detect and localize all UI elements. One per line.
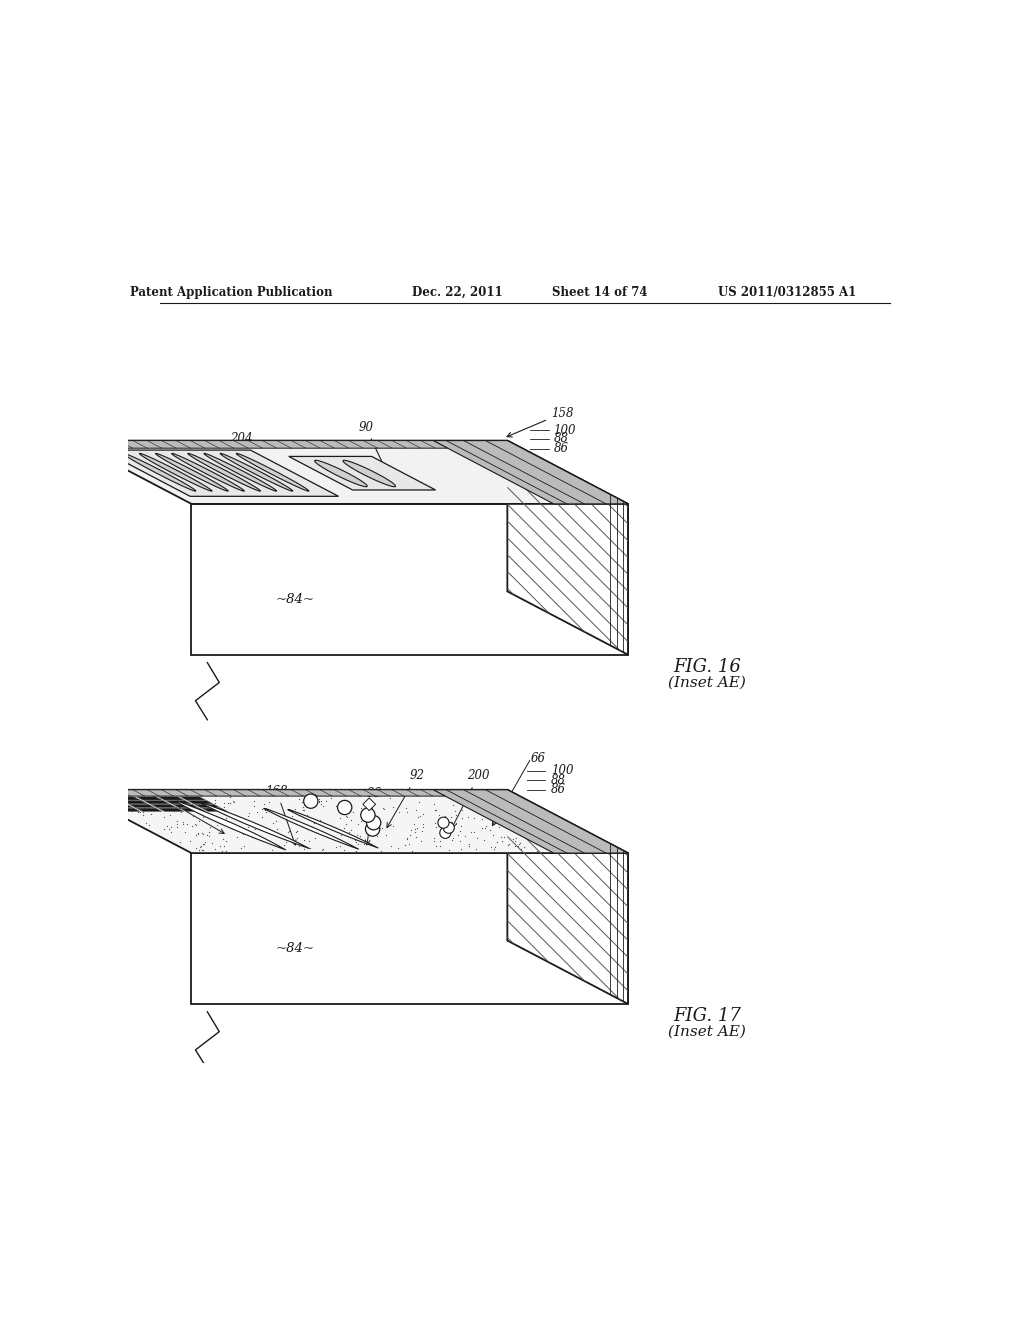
- Text: ~84~: ~84~: [275, 942, 314, 954]
- Text: 88: 88: [551, 774, 566, 787]
- Polygon shape: [175, 801, 286, 850]
- Polygon shape: [362, 799, 376, 810]
- Polygon shape: [115, 808, 140, 812]
- Polygon shape: [343, 461, 395, 487]
- Polygon shape: [129, 804, 155, 808]
- Text: 200: 200: [453, 770, 489, 828]
- Polygon shape: [115, 797, 140, 800]
- Text: (Inset AE): (Inset AE): [669, 1024, 746, 1039]
- Polygon shape: [195, 804, 220, 808]
- Text: FIG. 16: FIG. 16: [674, 657, 741, 676]
- Circle shape: [367, 816, 381, 830]
- Polygon shape: [71, 789, 445, 796]
- Text: 100: 100: [553, 424, 575, 437]
- Polygon shape: [288, 809, 378, 847]
- Polygon shape: [71, 441, 628, 504]
- Polygon shape: [507, 789, 628, 1005]
- Circle shape: [360, 808, 375, 822]
- Polygon shape: [191, 853, 628, 1005]
- Polygon shape: [139, 453, 212, 491]
- Polygon shape: [187, 800, 213, 804]
- Text: Sheet 14 of 74: Sheet 14 of 74: [552, 285, 648, 298]
- Polygon shape: [202, 808, 227, 812]
- Polygon shape: [71, 789, 628, 853]
- Polygon shape: [172, 453, 244, 491]
- Text: 96: 96: [366, 787, 382, 845]
- Polygon shape: [237, 453, 309, 491]
- Text: 158: 158: [507, 407, 573, 437]
- Text: 100: 100: [551, 764, 573, 777]
- Polygon shape: [102, 450, 339, 496]
- Text: 86: 86: [553, 442, 568, 455]
- Polygon shape: [166, 800, 191, 804]
- Polygon shape: [201, 803, 309, 849]
- Text: ~84~: ~84~: [275, 593, 314, 606]
- Circle shape: [366, 822, 380, 836]
- Polygon shape: [433, 441, 628, 504]
- Text: 90: 90: [358, 421, 392, 483]
- Text: 168: 168: [265, 784, 296, 845]
- Polygon shape: [71, 441, 447, 449]
- Polygon shape: [180, 797, 206, 800]
- Polygon shape: [507, 441, 628, 655]
- Polygon shape: [136, 797, 162, 800]
- Polygon shape: [151, 804, 176, 808]
- Polygon shape: [100, 800, 126, 804]
- Text: 198: 198: [148, 789, 224, 833]
- Text: 92: 92: [387, 770, 424, 828]
- Polygon shape: [156, 453, 228, 491]
- Polygon shape: [122, 800, 147, 804]
- Text: 86: 86: [551, 783, 566, 796]
- Text: 66: 66: [531, 751, 546, 764]
- Polygon shape: [204, 453, 276, 491]
- Text: 204: 204: [230, 432, 253, 490]
- Circle shape: [304, 795, 318, 808]
- Polygon shape: [159, 808, 183, 812]
- Polygon shape: [180, 808, 206, 812]
- Polygon shape: [263, 808, 358, 849]
- Circle shape: [443, 822, 455, 833]
- Polygon shape: [314, 461, 368, 487]
- Polygon shape: [433, 789, 628, 853]
- Circle shape: [439, 828, 451, 838]
- Polygon shape: [93, 797, 119, 800]
- Polygon shape: [289, 457, 435, 490]
- Polygon shape: [173, 804, 199, 808]
- Text: US 2011/0312855 A1: US 2011/0312855 A1: [718, 285, 856, 298]
- Polygon shape: [143, 800, 169, 804]
- Text: 88: 88: [553, 433, 568, 445]
- Circle shape: [438, 817, 450, 828]
- Polygon shape: [220, 453, 293, 491]
- Polygon shape: [108, 804, 133, 808]
- Polygon shape: [188, 453, 260, 491]
- Polygon shape: [123, 453, 196, 491]
- Text: Patent Application Publication: Patent Application Publication: [130, 285, 333, 298]
- Polygon shape: [159, 797, 184, 800]
- Text: FIG. 17: FIG. 17: [674, 1007, 741, 1024]
- Polygon shape: [191, 504, 628, 655]
- Text: (Inset AE): (Inset AE): [669, 676, 746, 689]
- Circle shape: [338, 800, 352, 814]
- Text: Dec. 22, 2011: Dec. 22, 2011: [412, 285, 503, 298]
- Polygon shape: [136, 808, 162, 812]
